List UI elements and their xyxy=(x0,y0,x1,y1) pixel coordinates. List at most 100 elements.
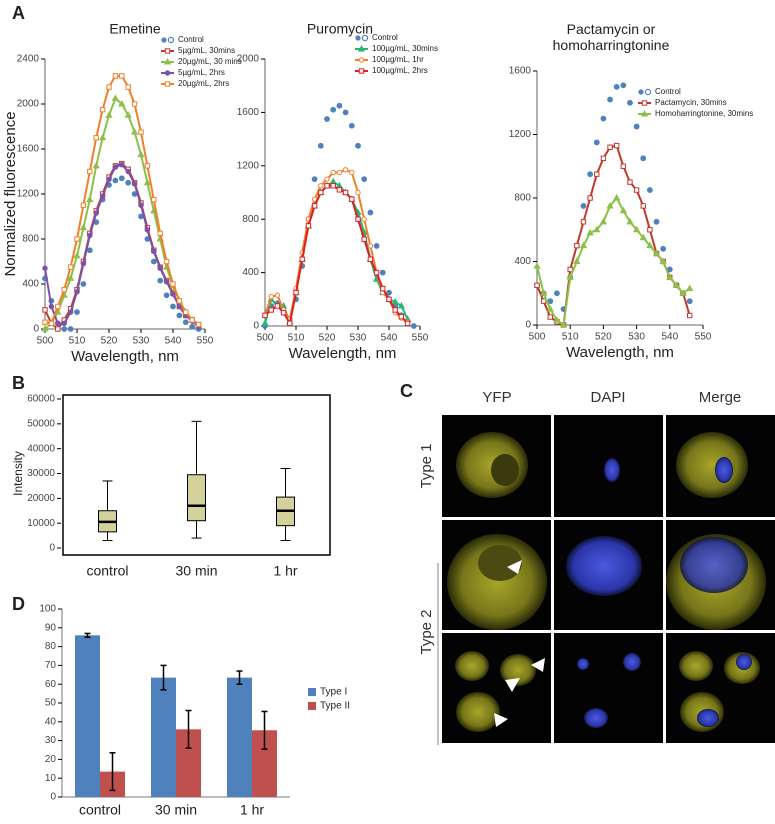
x-tick-label: 30 min xyxy=(175,563,217,579)
marker xyxy=(176,312,183,319)
marker xyxy=(61,326,68,332)
cell-merge-nucleus xyxy=(697,709,719,727)
marker xyxy=(111,94,120,101)
marker xyxy=(170,303,176,310)
marker xyxy=(143,178,152,186)
marker xyxy=(539,289,548,296)
marker xyxy=(553,316,561,323)
legend-label: 100µg/mL, 2hrs xyxy=(372,66,428,75)
marker xyxy=(373,243,380,249)
marker xyxy=(330,106,337,113)
marker xyxy=(330,169,336,176)
marker xyxy=(61,320,67,327)
marker xyxy=(633,123,640,130)
marker xyxy=(287,320,293,327)
cell-dapi xyxy=(604,458,620,482)
marker xyxy=(646,241,654,249)
marker xyxy=(305,223,312,229)
bar xyxy=(75,635,100,797)
legend-symbol xyxy=(164,81,171,87)
x-tick-label: 510 xyxy=(288,333,305,344)
marker xyxy=(112,164,119,170)
marker xyxy=(355,216,361,222)
y-tick-label: 50000 xyxy=(27,418,55,429)
marker xyxy=(144,163,151,169)
marker xyxy=(80,202,87,208)
marker xyxy=(157,265,163,271)
marker xyxy=(195,321,202,328)
plot-frame xyxy=(62,394,331,556)
x-tick-label: 550 xyxy=(412,333,429,344)
marker xyxy=(42,265,48,271)
marker xyxy=(579,241,588,249)
y-axis-title: Intensity xyxy=(11,451,25,496)
legend-label: Control xyxy=(178,35,204,44)
marker xyxy=(124,111,132,118)
cell-yfp xyxy=(455,651,489,681)
marker xyxy=(397,301,406,309)
marker xyxy=(318,183,324,189)
x-tick-label: 540 xyxy=(165,336,182,347)
legend-label: 20µg/mL, 30 mins xyxy=(178,57,242,66)
y-tick-label: 30 xyxy=(45,735,57,746)
arrowhead xyxy=(531,658,545,672)
y-tick-label: 1600 xyxy=(17,144,40,155)
box xyxy=(187,474,206,522)
marker xyxy=(336,169,343,176)
marker xyxy=(632,225,641,233)
arrowhead xyxy=(507,560,522,574)
panel-label: B xyxy=(12,373,25,393)
x-tick-label: 530 xyxy=(133,336,150,347)
chart-title: Emetine xyxy=(109,21,161,37)
marker xyxy=(99,193,106,199)
marker xyxy=(170,291,176,297)
marker xyxy=(534,282,540,289)
marker xyxy=(170,281,176,287)
panel-label: A xyxy=(12,3,25,23)
marker xyxy=(293,289,299,296)
marker xyxy=(606,201,614,209)
y-tick-label: 40000 xyxy=(27,443,55,454)
legend-symbol xyxy=(358,57,365,63)
y-tick-label: 1600 xyxy=(509,66,532,77)
marker xyxy=(87,232,93,239)
marker xyxy=(42,319,48,325)
cell-dapi xyxy=(623,653,641,671)
legend-symbol xyxy=(167,36,175,44)
marker xyxy=(189,317,195,323)
x-tick-label: 550 xyxy=(197,336,214,347)
y-tick-label: 800 xyxy=(242,214,259,225)
marker xyxy=(367,243,374,249)
marker xyxy=(67,309,74,315)
legend-symbol xyxy=(164,48,171,54)
marker xyxy=(98,133,107,141)
marker xyxy=(573,257,581,264)
chart-title: Pactamycin or homoharringtonine xyxy=(553,21,670,53)
y-tick-label: 10000 xyxy=(27,518,55,529)
marker xyxy=(42,307,48,313)
x-axis-title: Wavelength, nm xyxy=(71,348,179,365)
legend-label: 5µg/mL, 30mins xyxy=(178,46,235,55)
marker xyxy=(92,161,100,169)
image-cell xyxy=(666,633,775,743)
x-tick-label: 1 hr xyxy=(240,802,264,818)
y-tick-label: 0 xyxy=(253,321,259,332)
marker xyxy=(599,217,608,225)
marker xyxy=(163,292,170,299)
legend-label: 20µg/mL, 2hrs xyxy=(178,79,229,88)
marker xyxy=(106,84,112,90)
x-axis-title: Wavelength, nm xyxy=(566,344,674,361)
marker xyxy=(652,249,661,257)
marker xyxy=(580,203,587,209)
x-tick-label: 500 xyxy=(529,332,546,343)
marker xyxy=(627,99,633,106)
marker xyxy=(593,139,600,146)
marker xyxy=(613,193,621,201)
series-line xyxy=(536,196,691,327)
x-tick-label: 500 xyxy=(257,333,274,344)
legend-symbol xyxy=(638,89,644,95)
marker xyxy=(342,189,349,196)
marker xyxy=(86,195,94,203)
legend-label: Type I xyxy=(320,687,347,698)
marker xyxy=(61,286,67,293)
